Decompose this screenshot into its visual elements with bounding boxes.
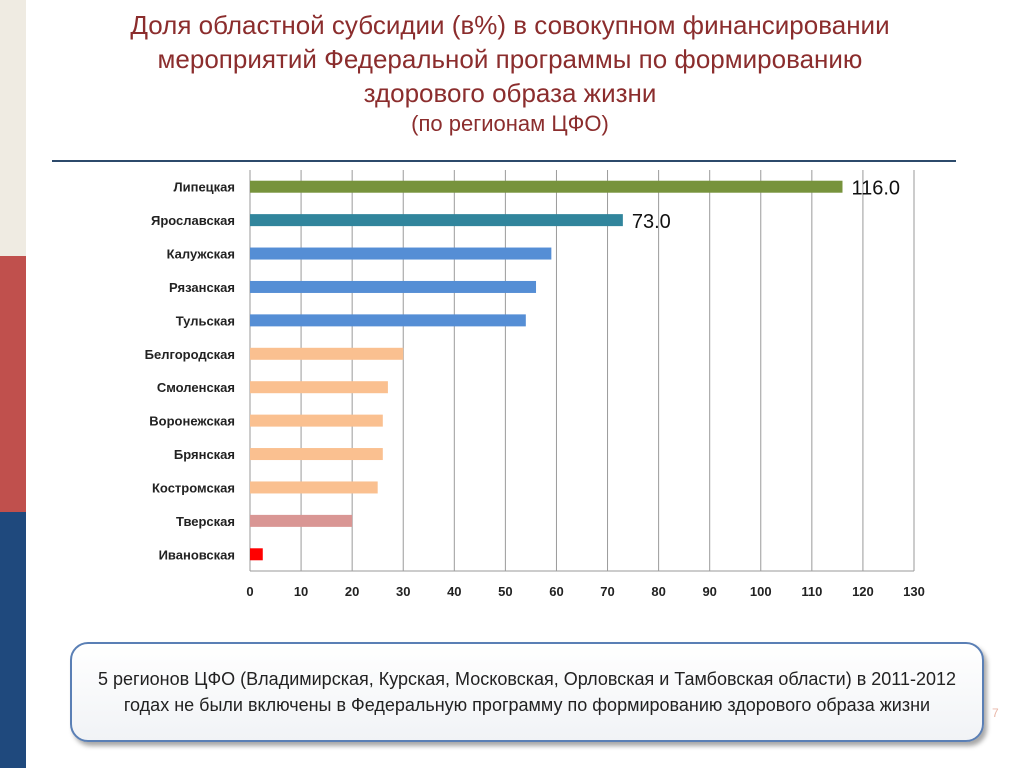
data-label: 116.0: [851, 178, 900, 200]
side-strip-cream: [0, 0, 26, 256]
note-text: 5 регионов ЦФО (Владимирская, Курская, М…: [98, 669, 956, 715]
bar: [250, 381, 388, 394]
x-tick-label: 100: [750, 584, 772, 599]
bar: [250, 247, 552, 260]
category-label: Калужская: [167, 247, 235, 262]
category-label: Белгородская: [145, 347, 235, 362]
chart-gridlines: [249, 170, 915, 571]
title-line-3: здорового образа жизни: [363, 78, 657, 108]
x-tick-label: 20: [345, 584, 359, 599]
bar: [250, 548, 263, 561]
x-tick-label: 70: [600, 584, 614, 599]
category-label: Костромская: [152, 480, 235, 495]
bar: [250, 514, 353, 527]
bar: [250, 414, 383, 427]
category-label: Брянская: [174, 447, 235, 462]
x-tick-label: 50: [498, 584, 512, 599]
chart-axes: 0 10 20 30 40 50 60 70 80 90 100 110 120 130: [246, 570, 925, 599]
bar: [250, 180, 843, 193]
bar: [250, 448, 383, 461]
bar: [250, 314, 526, 327]
x-tick-label: 90: [702, 584, 716, 599]
x-tick-label: 60: [549, 584, 563, 599]
category-label: Липецкая: [173, 180, 235, 195]
bar: [250, 280, 537, 293]
x-tick-label: 120: [852, 584, 874, 599]
bar: [250, 481, 378, 494]
x-tick-label: 110: [801, 584, 822, 599]
side-strip-red: [0, 256, 26, 512]
category-label: Ярославская: [151, 213, 235, 228]
category-label: Рязанская: [169, 280, 235, 295]
category-label: Воронежская: [149, 414, 235, 429]
title-divider: [52, 160, 956, 162]
category-label: Ивановская: [159, 547, 235, 562]
chart-bars: [250, 180, 843, 561]
bar: [250, 347, 404, 360]
x-tick-label: 30: [396, 584, 410, 599]
note-callout: 5 регионов ЦФО (Владимирская, Курская, М…: [70, 642, 984, 742]
x-tick-label: 40: [447, 584, 461, 599]
x-tick-label: 130: [903, 584, 925, 599]
data-label: 73.0: [632, 211, 671, 233]
x-tick-label: 80: [651, 584, 665, 599]
slide-subtitle: (по регионам ЦФО): [411, 111, 609, 136]
side-strip-blue: [0, 512, 26, 768]
slide-title: Доля областной субсидии (в%) в совокупно…: [60, 8, 960, 138]
page-number: 7: [992, 706, 999, 720]
category-label: Тульская: [176, 313, 235, 328]
bar: [250, 214, 623, 227]
x-tick-label: 0: [246, 584, 253, 599]
title-line-2: мероприятий Федеральной программы по фор…: [157, 44, 863, 74]
category-label: Смоленская: [157, 380, 235, 395]
x-tick-label: 10: [294, 584, 308, 599]
chart-labels: Липецкая Ярославская Калужская Рязанская Тул…: [145, 178, 900, 563]
title-line-1: Доля областной субсидии (в%) в совокупно…: [130, 10, 890, 40]
category-label: Тверская: [176, 514, 235, 529]
